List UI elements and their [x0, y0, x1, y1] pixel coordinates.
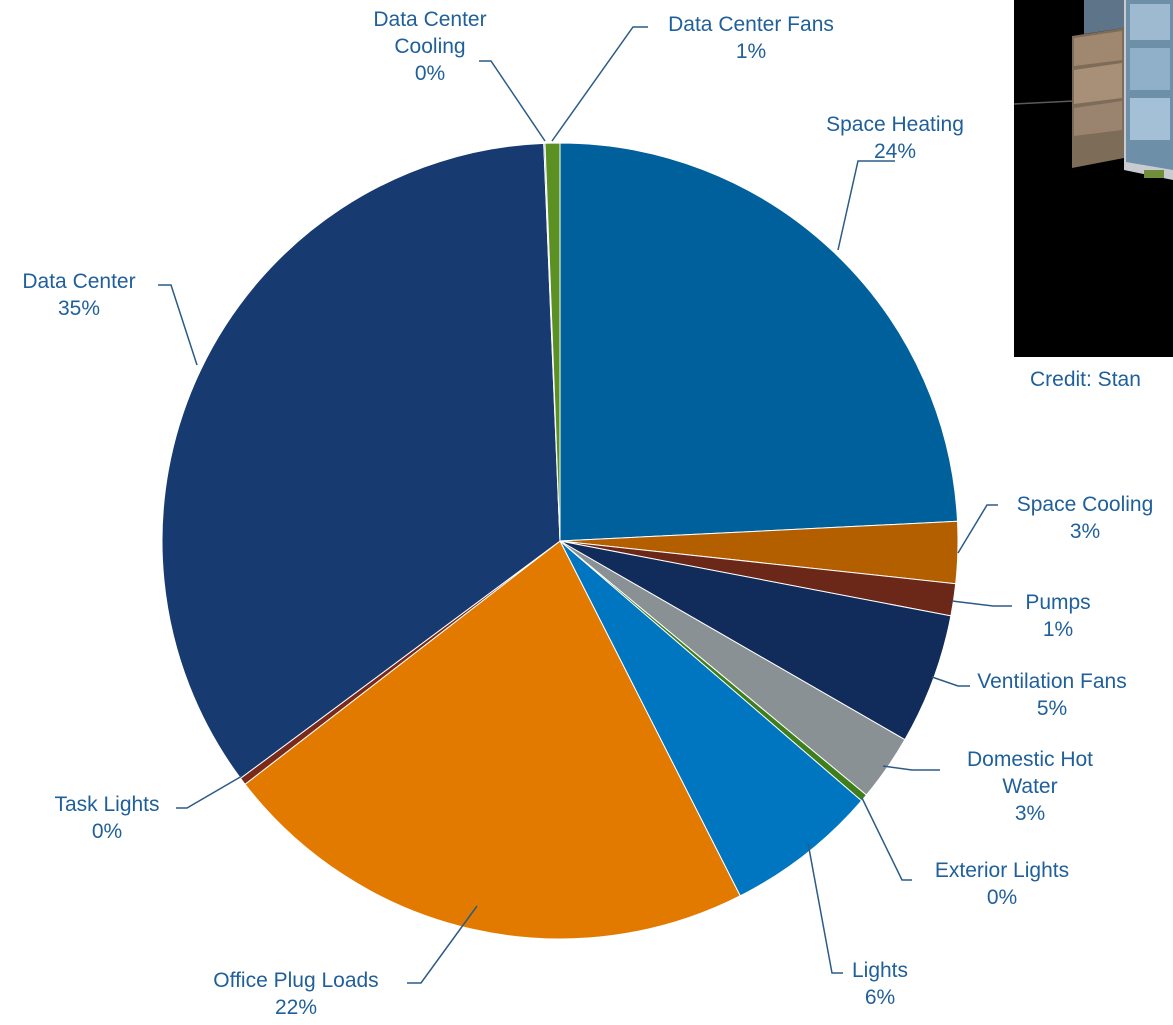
label-data-center-cooling: Data Center Cooling 0%: [373, 8, 486, 85]
building-photo: [1014, 0, 1173, 357]
label-office-plug-loads: Office Plug Loads 22%: [213, 969, 378, 1019]
label-name: Domestic Hot: [967, 748, 1093, 771]
leader-data-center: [158, 284, 198, 366]
label-name: Data Center: [373, 8, 486, 31]
image-credit: Credit: Stan: [1030, 368, 1141, 391]
label-data-center: Data Center 35%: [22, 270, 135, 320]
leader-office-plug-loads: [407, 905, 478, 984]
leader-space-heating: [837, 160, 895, 251]
pie-slices: [161, 142, 959, 940]
label-ventilation-fans: Ventilation Fans 5%: [977, 670, 1126, 720]
label-name: Exterior Lights: [935, 859, 1069, 882]
label-percent: 6%: [865, 986, 895, 1009]
leader-space-cooling: [957, 504, 998, 554]
label-percent: 1%: [1043, 618, 1073, 641]
label-percent: 24%: [874, 140, 916, 163]
label-percent: 5%: [1037, 697, 1067, 720]
label-data-center-fans: Data Center Fans 1%: [668, 13, 834, 63]
label-name: Space Cooling: [1017, 493, 1154, 516]
slice-labels: Space Heating 24% Space Cooling 3% Pumps 1% Ve…: [22, 8, 1153, 1019]
label-percent: 0%: [92, 820, 122, 843]
label-name: Cooling: [394, 35, 465, 58]
leader-lights: [807, 842, 843, 974]
label-percent: 22%: [275, 996, 317, 1019]
label-exterior-lights: Exterior Lights 0%: [935, 859, 1069, 909]
label-percent: 0%: [415, 62, 445, 85]
leader-data-center-fans: [551, 26, 648, 142]
label-name: Pumps: [1025, 591, 1090, 614]
leader-task-lights: [176, 775, 243, 809]
label-percent: 1%: [736, 40, 766, 63]
label-name: Lights: [852, 959, 908, 982]
label-task-lights: Task Lights 0%: [54, 793, 159, 843]
label-name: Space Heating: [826, 113, 964, 136]
label-space-cooling: Space Cooling 3%: [1017, 493, 1154, 543]
label-percent: 3%: [1070, 520, 1100, 543]
leader-ventilation-fans: [931, 676, 970, 687]
leader-lines: [158, 26, 1012, 984]
label-domestic-hot-water: Domestic Hot Water 3%: [967, 748, 1093, 825]
label-name: Ventilation Fans: [977, 670, 1126, 693]
leader-data-center-cooling: [479, 60, 546, 142]
label-space-heating: Space Heating 24%: [826, 113, 964, 163]
label-percent: 3%: [1015, 802, 1045, 825]
label-percent: 35%: [58, 297, 100, 320]
label-pumps: Pumps 1%: [1025, 591, 1090, 641]
label-lights: Lights 6%: [852, 959, 908, 1009]
label-percent: 0%: [987, 886, 1017, 909]
label-name: Task Lights: [54, 793, 159, 816]
leader-domestic-hot-water: [882, 765, 940, 771]
slice-lights: [559, 540, 863, 897]
building-render-image: [1014, 0, 1173, 357]
slice-office-plug-loads: [244, 540, 741, 940]
slice-data-center: [161, 142, 561, 780]
slice-space-heating: [559, 142, 959, 542]
label-name: Data Center: [22, 270, 135, 293]
leader-pumps: [951, 600, 1012, 607]
slice-data-center-fans: [544, 142, 561, 542]
leader-exterior-lights: [861, 797, 912, 881]
label-name: Water: [1002, 775, 1057, 798]
label-name: Data Center Fans: [668, 13, 834, 36]
label-name: Office Plug Loads: [213, 969, 378, 992]
